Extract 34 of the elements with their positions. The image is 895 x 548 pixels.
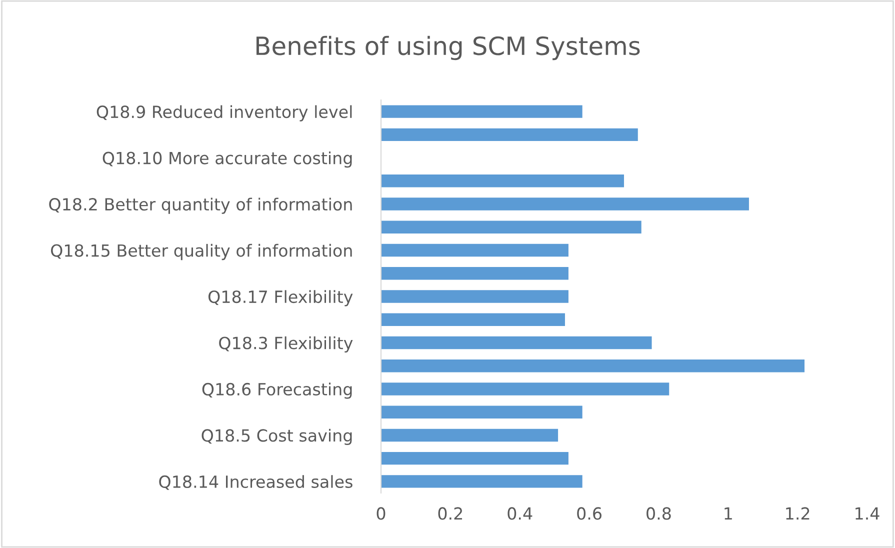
bar [381,198,749,210]
bar [381,174,624,188]
x-tick-label: 1.4 [856,507,880,520]
bar [381,475,582,488]
bar [381,267,568,280]
x-tick-label: 0.6 [577,507,602,520]
bar [381,244,568,257]
y-tick-label: Q18.2 Better quantity of information [49,198,352,214]
bar [381,406,582,418]
bar [381,382,670,396]
bar [381,336,652,350]
x-tick-label: 1.2 [786,507,810,520]
chart-title: Benefits of using SCM Systems [256,36,640,60]
y-tick-label: Q18.3 Flexibility [219,336,353,353]
x-tick-label: 0.2 [438,507,462,520]
y-tick-label: Q18.9 Reduced inventory level [96,105,352,122]
x-tick-label: 0 [376,507,386,520]
y-tick-label: Q18.17 Flexibility [208,290,353,306]
y-tick-label: Q18.5 Cost saving [202,428,352,446]
bar [381,313,565,326]
bar [381,105,582,118]
bar [381,220,642,234]
y-tick-label: Q18.6 Forecasting [202,382,352,399]
bar [381,290,568,303]
y-tick-label: Q18.14 Increased sales [159,475,352,490]
x-tick-label: 0.8 [646,507,671,520]
y-tick-label: Q18.10 More accurate costing [102,151,352,168]
x-tick-label: 0.4 [508,507,532,520]
bar [381,359,805,372]
bar [381,128,638,142]
bar [381,428,558,442]
bar [381,452,568,465]
x-tick-label: 1 [724,507,732,520]
y-tick-label: Q18.15 Better quality of information [51,244,352,260]
